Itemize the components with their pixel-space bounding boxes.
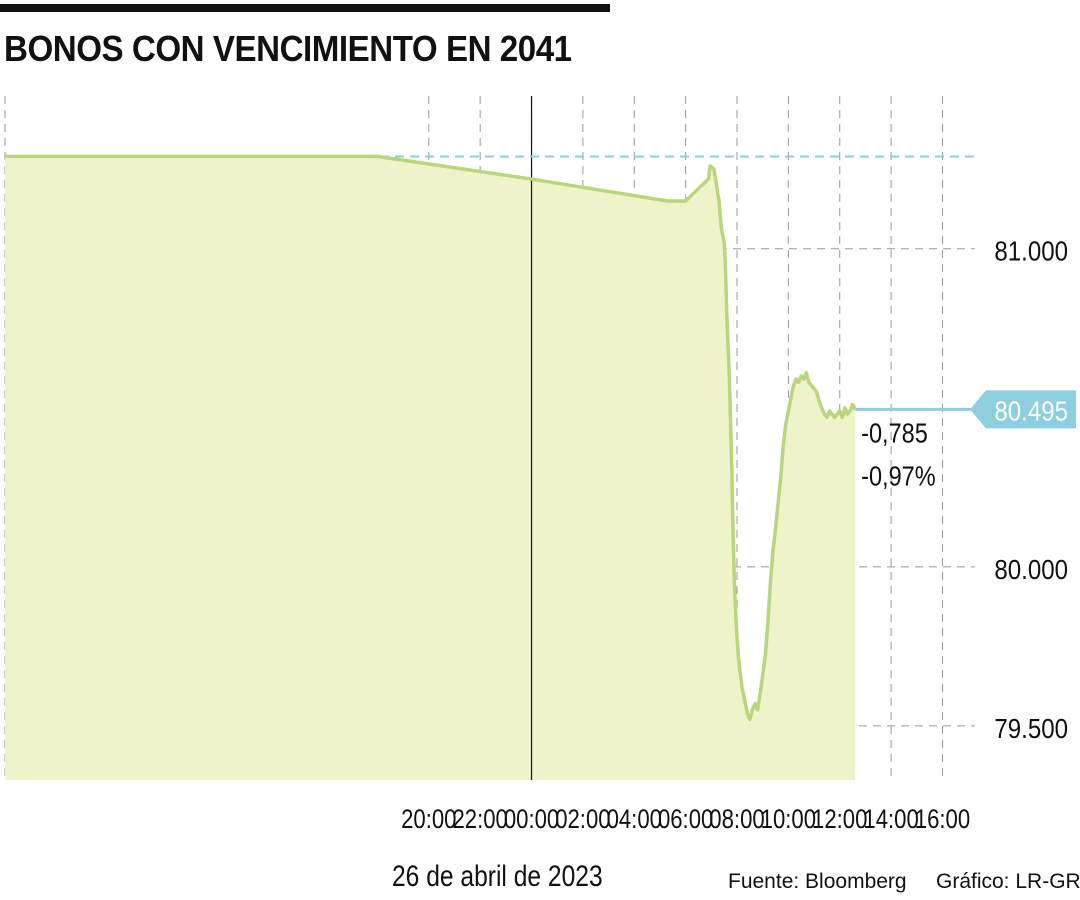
x-tick-label: 00:00 <box>504 805 559 835</box>
x-tick-label: 12:00 <box>812 805 867 835</box>
label-layer: 20:0022:0000:0002:0004:0006:0008:0010:00… <box>401 235 1068 835</box>
y-tick-label: 79.500 <box>994 712 1068 744</box>
x-tick-label: 08:00 <box>709 805 764 835</box>
x-tick-label: 16:00 <box>915 805 970 835</box>
change-annotation: -0,785 <box>861 419 928 449</box>
x-tick-label: 02:00 <box>555 805 610 835</box>
x-tick-label: 06:00 <box>658 805 713 835</box>
series-layer <box>5 154 857 722</box>
chart-title: BONOS CON VENCIMIENTO EN 2041 <box>4 28 572 69</box>
series-line <box>5 154 857 722</box>
x-tick-label: 04:00 <box>607 805 662 835</box>
area-layer <box>5 156 856 780</box>
credit-text: Gráfico: LR-GR <box>936 870 1080 893</box>
reference-layer <box>5 96 1076 780</box>
source-text: Fuente: Bloomberg <box>728 870 907 893</box>
y-tick-label: 81.000 <box>994 235 1068 267</box>
x-tick-label: 22:00 <box>452 805 507 835</box>
y-tick-label: 80.000 <box>994 553 1068 585</box>
x-tick-label: 14:00 <box>863 805 918 835</box>
change-annotation: -0,97% <box>861 462 936 492</box>
date-label: 26 de abril de 2023 <box>392 860 603 893</box>
title-rule <box>0 4 610 12</box>
last-value-tag <box>970 390 1076 429</box>
x-tick-label: 20:00 <box>401 805 456 835</box>
x-tick-label: 10:00 <box>761 805 816 835</box>
last-value-label: 80.495 <box>994 395 1068 427</box>
series-area <box>5 156 856 780</box>
